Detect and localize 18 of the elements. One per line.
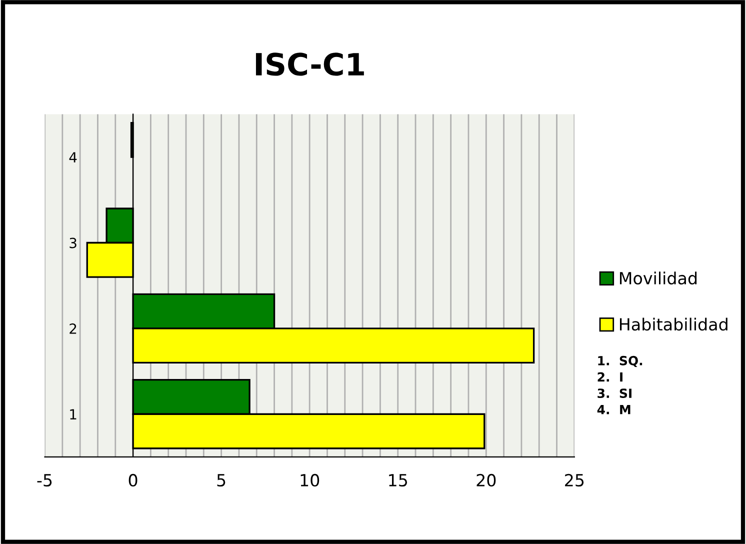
x-tick-label: 25 — [565, 474, 584, 487]
text: 4. M — [597, 405, 630, 414]
legend-label: Habitabilidad — [620, 318, 728, 331]
legend-label: Movilidad — [620, 272, 697, 285]
x-tick-label: 10 — [300, 474, 320, 487]
y-tick-label: 4 — [69, 152, 77, 162]
x-tick-label: 5 — [217, 474, 226, 487]
y-tick-label: 2 — [70, 323, 76, 334]
y-tick-label: 3 — [70, 238, 76, 248]
x-tick-label: 20 — [476, 474, 496, 487]
y-tick-label: 1 — [70, 409, 76, 420]
chart-title: ISC-C1 — [256, 52, 364, 76]
x-tick-label: 15 — [389, 474, 408, 487]
text: 1. SQ. — [598, 356, 642, 368]
x-tick-label: -5 — [37, 474, 52, 487]
x-tick-label: 0 — [128, 474, 138, 487]
text: 2. I — [598, 372, 622, 382]
text: 3. SI — [598, 388, 632, 398]
